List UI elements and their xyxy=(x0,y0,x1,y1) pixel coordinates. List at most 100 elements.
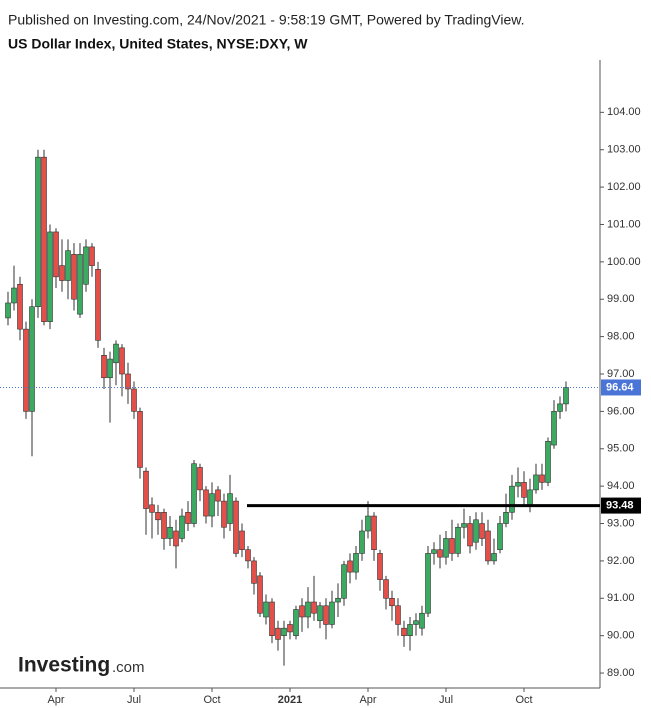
x-tick-label: Apr xyxy=(47,694,64,706)
candle-body xyxy=(371,515,377,550)
candle-body xyxy=(443,538,449,558)
candle-body xyxy=(293,609,299,636)
candle-body xyxy=(557,403,563,412)
candle-body xyxy=(125,373,131,390)
candle-body xyxy=(227,493,233,524)
candle-body xyxy=(215,489,221,502)
candle-body xyxy=(5,302,11,319)
candle-body xyxy=(311,601,317,614)
candle-body xyxy=(473,519,479,543)
candle-body xyxy=(431,549,437,554)
candle-body xyxy=(383,579,389,599)
candle-body xyxy=(23,328,29,412)
level-label-box xyxy=(601,497,641,514)
candle-body xyxy=(413,620,419,625)
candle-body xyxy=(401,627,407,636)
candle-body xyxy=(467,523,473,547)
candle-body xyxy=(59,265,65,281)
candle-body xyxy=(77,254,83,315)
candle-body xyxy=(521,482,527,498)
candle-body xyxy=(281,627,287,636)
candle-body xyxy=(131,388,137,412)
y-tick-label: 101.00 xyxy=(607,218,641,230)
y-tick-label: 93.00 xyxy=(607,517,635,529)
candle-body xyxy=(317,605,323,622)
candle-body xyxy=(203,489,209,517)
y-tick-label: 95.00 xyxy=(607,443,635,455)
candle-body xyxy=(161,512,167,539)
candle-body xyxy=(221,500,227,528)
candle-body xyxy=(497,523,503,550)
y-tick-label: 102.00 xyxy=(607,181,641,193)
candle-body xyxy=(167,526,173,539)
candle-body xyxy=(245,549,251,562)
candle-body xyxy=(341,564,347,599)
y-tick-label: 103.00 xyxy=(607,144,641,156)
x-tick-label: Jul xyxy=(127,694,141,706)
candle-body xyxy=(455,526,461,554)
candle-body xyxy=(137,411,143,468)
y-tick-label: 97.00 xyxy=(607,368,635,380)
candle-body xyxy=(437,549,443,558)
candle-body xyxy=(419,612,425,629)
y-tick-label: 92.00 xyxy=(607,555,635,567)
candle-body xyxy=(65,250,71,281)
watermark-name: Investing xyxy=(18,654,110,677)
candle-body xyxy=(347,560,353,573)
candle-body xyxy=(545,440,551,483)
chart-title: US Dollar Index, United States, NYSE:DXY… xyxy=(8,36,308,52)
last-price-label: 96.64 xyxy=(606,381,634,393)
level-label: 93.48 xyxy=(606,499,634,511)
candle-body xyxy=(101,355,107,379)
chart-subtitle: Published on Investing.com, 24/Nov/2021 … xyxy=(8,12,524,28)
y-tick-label: 100.00 xyxy=(607,256,641,268)
y-tick-label: 104.00 xyxy=(607,106,641,118)
candle-body xyxy=(287,624,293,633)
candle-body xyxy=(425,553,431,614)
candle-body xyxy=(551,411,557,446)
candle-body xyxy=(389,597,395,607)
candle-body xyxy=(149,504,155,513)
candle-body xyxy=(191,463,197,524)
candle-body xyxy=(233,500,239,554)
y-tick-label: 99.00 xyxy=(607,293,635,305)
candle-body xyxy=(275,627,281,640)
candle-body xyxy=(53,231,59,278)
candle-body xyxy=(95,269,101,341)
candle-body xyxy=(89,246,95,266)
candle-body xyxy=(29,306,35,412)
candle-body xyxy=(47,231,53,322)
last-price-box xyxy=(601,379,641,396)
y-tick-label: 90.00 xyxy=(607,630,635,642)
candle-body xyxy=(353,553,359,573)
candle-body xyxy=(107,358,113,379)
candle-body xyxy=(155,512,161,521)
candle-body xyxy=(299,605,305,618)
x-tick-label: Jul xyxy=(439,694,453,706)
x-tick-label: Apr xyxy=(359,694,376,706)
x-tick-label: Oct xyxy=(515,694,532,706)
candle-body xyxy=(269,601,275,636)
x-tick-label: Oct xyxy=(203,694,220,706)
watermark-suffix: .com xyxy=(112,659,145,676)
candle-body xyxy=(11,287,17,304)
candle-body xyxy=(329,601,335,625)
candle-body xyxy=(515,482,521,487)
candle-body xyxy=(359,530,365,554)
candle-body xyxy=(83,246,89,285)
candle-body xyxy=(335,597,341,603)
y-tick-label: 98.00 xyxy=(607,331,635,343)
candle-body xyxy=(17,283,23,330)
candle-body xyxy=(407,624,413,636)
candle-body xyxy=(509,485,515,513)
candle-body xyxy=(185,512,191,524)
candle-body xyxy=(197,467,203,491)
candle-body xyxy=(35,156,41,308)
x-tick-label: 2021 xyxy=(278,694,302,706)
candle-body xyxy=(143,470,149,509)
candle-body xyxy=(461,523,467,528)
candle-body xyxy=(239,530,245,550)
candle-body xyxy=(119,347,125,375)
y-tick-label: 91.00 xyxy=(607,592,635,604)
